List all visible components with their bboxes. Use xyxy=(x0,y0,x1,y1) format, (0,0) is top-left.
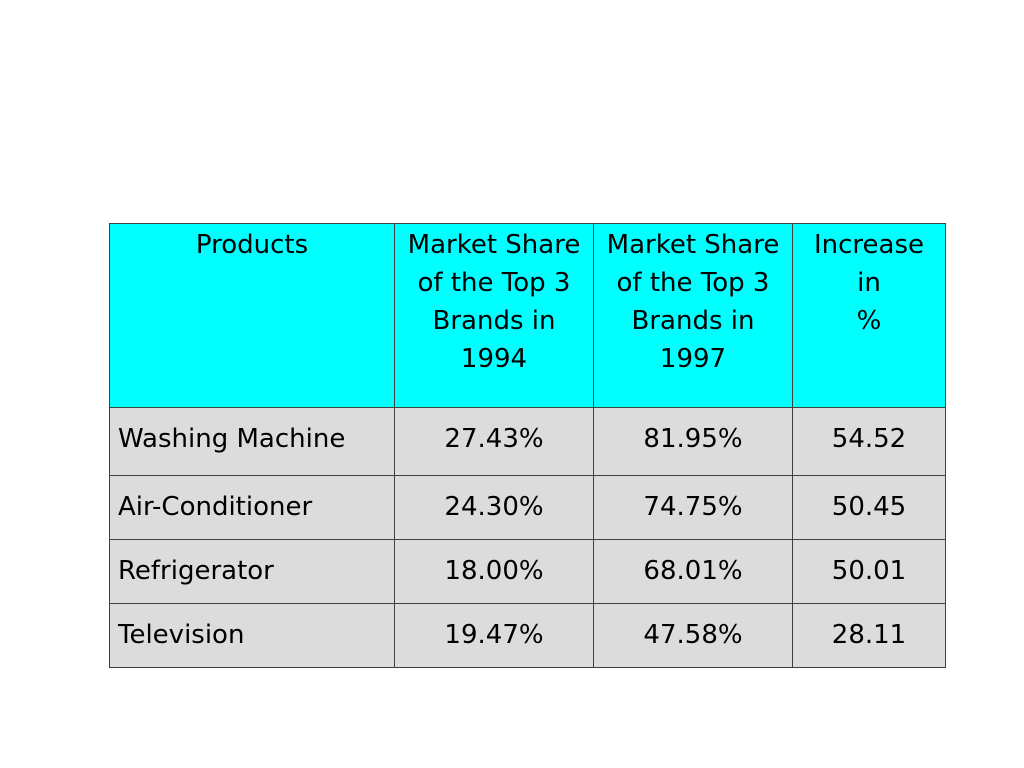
table-row: Air-Conditioner 24.30% 74.75% 50.45 xyxy=(109,475,946,540)
increase-cell: 54.52 xyxy=(792,407,946,476)
header-text: of the Top 3 xyxy=(417,268,571,298)
header-text: Market Share xyxy=(606,230,780,260)
share-1997-cell: 81.95% xyxy=(593,407,793,476)
table-row: Television 19.47% 47.58% 28.11 xyxy=(109,603,946,668)
header-text: Products xyxy=(195,230,309,260)
product-name-cell: Washing Machine xyxy=(109,407,395,476)
table-row: Refrigerator 18.00% 68.01% 50.01 xyxy=(109,539,946,604)
product-name-cell: Refrigerator xyxy=(109,539,395,604)
share-1994-cell: 19.47% xyxy=(394,603,594,668)
header-text: % xyxy=(856,306,882,336)
header-increase: Increase in % xyxy=(792,223,946,408)
share-1994-cell: 18.00% xyxy=(394,539,594,604)
header-products: Products xyxy=(109,223,395,408)
header-text: 1994 xyxy=(460,344,528,374)
increase-cell: 50.45 xyxy=(792,475,946,540)
header-text: Market Share xyxy=(407,230,581,260)
header-text: in xyxy=(857,268,881,298)
header-text: Brands in xyxy=(631,306,755,336)
product-name-cell: Air-Conditioner xyxy=(109,475,395,540)
share-1994-cell: 27.43% xyxy=(394,407,594,476)
header-text: 1997 xyxy=(659,344,727,374)
product-name-cell: Television xyxy=(109,603,395,668)
header-text: of the Top 3 xyxy=(616,268,770,298)
table-header-row: Products Market Share of the Top 3 Brand… xyxy=(109,223,946,408)
increase-cell: 50.01 xyxy=(792,539,946,604)
table-row: Washing Machine 27.43% 81.95% 54.52 xyxy=(109,407,946,476)
share-1997-cell: 47.58% xyxy=(593,603,793,668)
header-share-1997: Market Share of the Top 3 Brands in 1997 xyxy=(593,223,793,408)
share-1994-cell: 24.30% xyxy=(394,475,594,540)
header-share-1994: Market Share of the Top 3 Brands in 1994 xyxy=(394,223,594,408)
header-text: Brands in xyxy=(432,306,556,336)
share-1997-cell: 74.75% xyxy=(593,475,793,540)
market-share-table: Products Market Share of the Top 3 Brand… xyxy=(109,223,946,668)
header-text: Increase xyxy=(813,230,925,260)
increase-cell: 28.11 xyxy=(792,603,946,668)
share-1997-cell: 68.01% xyxy=(593,539,793,604)
